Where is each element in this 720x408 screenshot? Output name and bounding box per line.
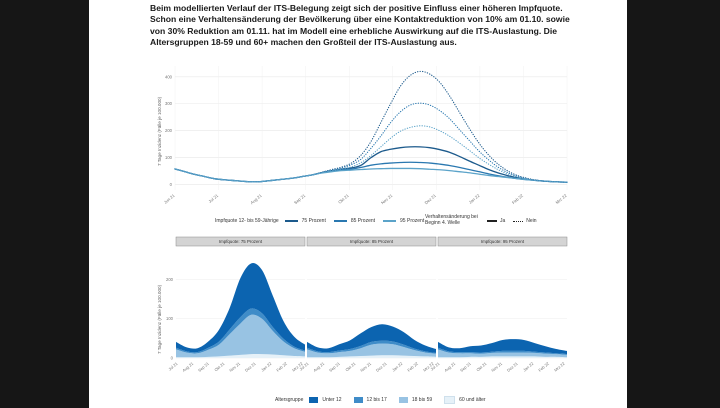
area-unter12-panel-0 bbox=[176, 263, 305, 353]
area-x-tick-2-1: Aug 21 bbox=[443, 360, 457, 372]
legend-label-12bis17: 12 bis 17 bbox=[366, 397, 387, 403]
area-12bis17-panel-1 bbox=[307, 340, 436, 354]
line-x-tick-0: Jun 21 bbox=[163, 193, 176, 205]
legend-label-nein: Nein bbox=[526, 218, 537, 224]
legend-label-95: 95 Prozent bbox=[400, 218, 425, 224]
area-y-tick-200: 200 bbox=[166, 277, 174, 282]
line-x-tick-8: Feb 22 bbox=[511, 193, 525, 206]
line-y-tick-300: 300 bbox=[165, 101, 173, 106]
legend-swatch-ja bbox=[487, 220, 497, 222]
line-series-85-nein bbox=[174, 102, 568, 183]
area-x-tick-0-3: Okt 21 bbox=[213, 360, 226, 372]
area-60plus-panel-2 bbox=[438, 356, 567, 358]
line-x-tick-4: Okt 21 bbox=[337, 193, 350, 205]
line-x-tick-9: Mrz 22 bbox=[555, 193, 569, 205]
area-x-tick-2-0: Jul 21 bbox=[429, 360, 441, 371]
line-series-85-ja bbox=[174, 161, 568, 183]
area-x-tick-0-6: Jan 22 bbox=[260, 360, 273, 372]
line-y-tick-0: 0 bbox=[170, 182, 173, 187]
legend-swatch-18bis59 bbox=[398, 397, 408, 403]
area-panel-title-2: Impfquote: 95 Prozent bbox=[481, 239, 525, 244]
area-x-tick-0-5: Dez 21 bbox=[244, 360, 258, 372]
area-x-tick-2-3: Okt 21 bbox=[475, 360, 488, 372]
area-unter12-panel-2 bbox=[438, 339, 567, 355]
line-chart: 0 100 200 300 400 Jun 21 Jul 21 Aug 21 Sep 21 Okt… bbox=[163, 66, 569, 206]
legend-swatch-75 bbox=[284, 220, 298, 222]
legend-label-75: 75 Prozent bbox=[301, 218, 326, 224]
area-x-tick-2-4: Nov 21 bbox=[490, 360, 504, 372]
line-series-95-nein bbox=[174, 125, 568, 183]
legend-label-unter12: Unter 12 bbox=[322, 397, 342, 403]
line-x-tick-6: Dez 21 bbox=[424, 193, 438, 206]
legend-swatch-60plus bbox=[444, 396, 456, 404]
area-x-tick-1-1: Aug 21 bbox=[312, 360, 326, 372]
line-x-tick-2: Aug 21 bbox=[249, 193, 263, 206]
area-x-tick-0-1: Aug 21 bbox=[181, 360, 195, 372]
area-18bis59-panel-2 bbox=[438, 349, 567, 358]
area-panel-title-0: Impfquote: 75 Prozent bbox=[219, 239, 263, 244]
legend-label-85: 85 Prozent bbox=[350, 218, 376, 224]
area-x-tick-1-2: Sep 21 bbox=[328, 360, 342, 372]
legend-verhalten-title: Verhaltensänderung bei Beginn 4. Welle bbox=[425, 214, 478, 226]
area-y-tick-0: 0 bbox=[171, 356, 174, 361]
area-panel-title-1: Impfquote: 85 Prozent bbox=[350, 239, 394, 244]
area-panel-header-2 bbox=[437, 236, 568, 247]
area-18bis59-panel-0 bbox=[176, 314, 305, 358]
area-x-tick-1-0: Jul 21 bbox=[298, 360, 310, 371]
area-x-tick-2-6: Jan 22 bbox=[522, 360, 535, 372]
legend-swatch-12bis17 bbox=[353, 397, 363, 403]
area-x-tick-1-6: Jan 22 bbox=[391, 360, 404, 372]
legend-label-ja: Ja bbox=[500, 218, 506, 224]
line-legend-title: Impfquote 12- bis 59-Jährige bbox=[215, 218, 279, 224]
area-x-tick-2-8: Mrz 22 bbox=[553, 360, 566, 372]
line-y-tick-200: 200 bbox=[165, 128, 173, 133]
area-12bis17-panel-0 bbox=[176, 308, 305, 354]
legend-label-60plus: 60 und älter bbox=[459, 397, 486, 403]
area-x-tick-1-5: Dez 21 bbox=[375, 360, 389, 372]
area-x-tick-1-7: Feb 22 bbox=[406, 360, 419, 372]
area-x-tick-2-7: Feb 22 bbox=[537, 360, 550, 372]
area-x-tick-0-2: Sep 21 bbox=[197, 360, 211, 372]
line-x-tick-5: Nov 21 bbox=[380, 193, 394, 206]
area-legend-title: Altersgruppe bbox=[275, 397, 304, 403]
line-y-tick-100: 100 bbox=[165, 155, 173, 160]
area-x-tick-2-5: Dez 21 bbox=[506, 360, 520, 372]
document-page: Beim modellierten Verlauf der ITS-Belegu… bbox=[89, 0, 627, 408]
line-x-tick-3: Sep 21 bbox=[293, 193, 307, 206]
area-x-tick-0-7: Feb 22 bbox=[275, 360, 288, 372]
area-panel-header-0 bbox=[175, 236, 306, 247]
area-x-tick-0-0: Jul 21 bbox=[167, 360, 179, 371]
area-panel-header-1 bbox=[306, 236, 437, 247]
line-legend: Impfquote 12- bis 59-Jährige 75 Prozent … bbox=[215, 218, 424, 224]
legend-swatch-nein bbox=[513, 220, 524, 222]
area-x-tick-1-4: Nov 21 bbox=[359, 360, 373, 372]
line-x-tick-7: Jan 22 bbox=[468, 193, 481, 205]
area-x-tick-0-4: Nov 21 bbox=[228, 360, 242, 372]
area-18bis59-panel-1 bbox=[307, 343, 436, 358]
area-60plus-panel-0 bbox=[176, 353, 305, 358]
legend-swatch-85 bbox=[333, 220, 347, 222]
line-x-tick-1: Jul 21 bbox=[207, 193, 219, 204]
legend-swatch-unter12 bbox=[309, 397, 319, 403]
intro-paragraph: Beim modellierten Verlauf der ITS-Belegu… bbox=[150, 3, 570, 48]
area-y-tick-100: 100 bbox=[166, 316, 174, 321]
legend-verhalten: Ja Nein bbox=[487, 218, 537, 224]
area-x-tick-2-2: Sep 21 bbox=[459, 360, 473, 372]
legend-label-18bis59: 18 bis 59 bbox=[411, 397, 433, 403]
area-12bis17-panel-2 bbox=[438, 347, 567, 355]
area-x-tick-1-3: Okt 21 bbox=[344, 360, 357, 372]
area-legend: Altersgruppe Unter 12 12 bis 17 18 bis 5… bbox=[275, 396, 486, 404]
area-60plus-panel-1 bbox=[307, 355, 436, 358]
legend-swatch-95 bbox=[383, 220, 397, 222]
line-y-tick-400: 400 bbox=[165, 74, 173, 79]
area-unter12-panel-1 bbox=[307, 324, 436, 353]
